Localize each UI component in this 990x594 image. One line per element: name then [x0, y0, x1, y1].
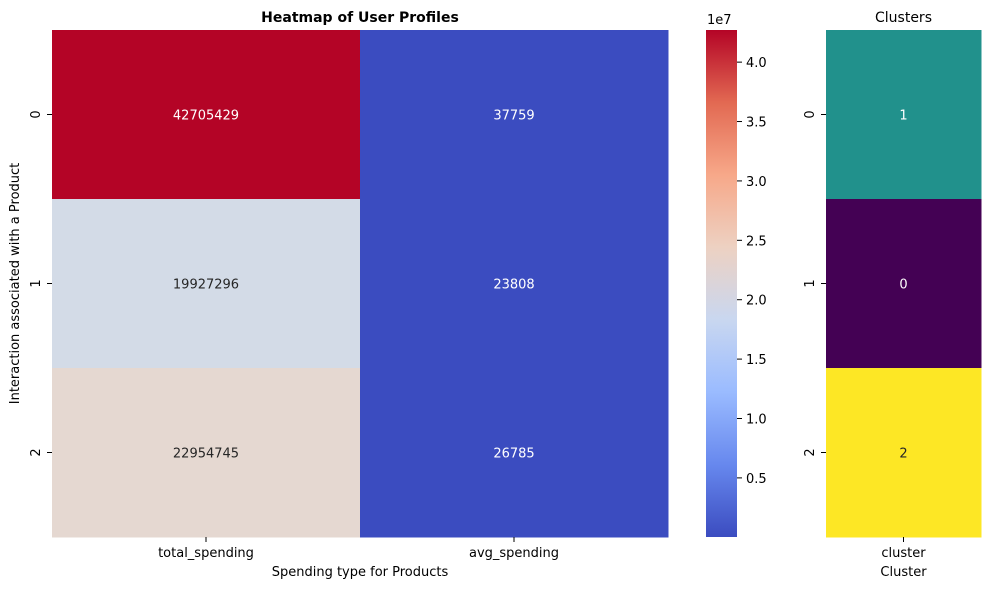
x-axis-label: Spending type for Products: [272, 565, 449, 580]
y-tick-label: 0: [803, 110, 818, 118]
y-tick-label: 1: [803, 279, 818, 287]
colorbar-multiplier: 1e7: [707, 13, 732, 28]
y-axis-label: Interaction associated with a Product: [8, 163, 23, 405]
heatmap-cell: [52, 30, 361, 200]
cell-value-label: 26785: [493, 447, 534, 462]
x-tick-label: total_spending: [158, 546, 254, 561]
chart-title: Clusters: [875, 10, 932, 26]
colorbar: 0.5 1.0 1.5 2.0 2.5 3.0 3.5 4.0 1e7: [706, 13, 767, 537]
cell-value-label: 2: [899, 447, 907, 462]
y-tick-label: 1: [29, 279, 44, 287]
cell-value-label: 19927296: [173, 278, 239, 293]
x-tick-label: avg_spending: [469, 546, 559, 561]
heatmap-cell: [360, 368, 669, 538]
colorbar-tick-label: 1.5: [746, 353, 767, 368]
cell-value-label: 23808: [493, 278, 534, 293]
y-tick-label: 2: [803, 448, 818, 456]
cell-value-label: 37759: [493, 109, 534, 124]
cluster-heatmap: 1 0 2 cluster 0 1 2 Clusters Cluster: [803, 10, 982, 580]
colorbar-tick-label: 1.0: [746, 412, 767, 427]
heatmap-cell: [52, 368, 361, 538]
chart-title: Heatmap of User Profiles: [261, 10, 459, 26]
x-tick-label: cluster: [881, 546, 926, 561]
heatmap-cell: [360, 199, 669, 369]
heatmap-cell: [826, 30, 982, 200]
cell-value-label: 0: [899, 278, 907, 293]
cell-value-label: 22954745: [173, 447, 239, 462]
main-heatmap: 42705429 37759 19927296 23808 22954745 26785 t…: [8, 10, 669, 580]
heatmap-cell: [826, 199, 982, 369]
colorbar-tick-label: 3.0: [746, 175, 767, 190]
cell-value-label: 42705429: [173, 109, 239, 124]
colorbar-tick-label: 4.0: [746, 56, 767, 71]
cell-value-label: 1: [899, 109, 907, 124]
colorbar-gradient: [706, 30, 737, 537]
colorbar-tick-label: 0.5: [746, 472, 767, 487]
x-axis-label: Cluster: [880, 565, 927, 580]
colorbar-tick-label: 2.0: [746, 294, 767, 309]
y-tick-label: 0: [29, 110, 44, 118]
heatmap-cell: [826, 368, 982, 538]
colorbar-tick-label: 3.5: [746, 116, 767, 131]
colorbar-tick-label: 2.5: [746, 234, 767, 249]
heatmap-cell: [52, 199, 361, 369]
y-tick-label: 2: [29, 448, 44, 456]
heatmap-cell: [360, 30, 669, 200]
